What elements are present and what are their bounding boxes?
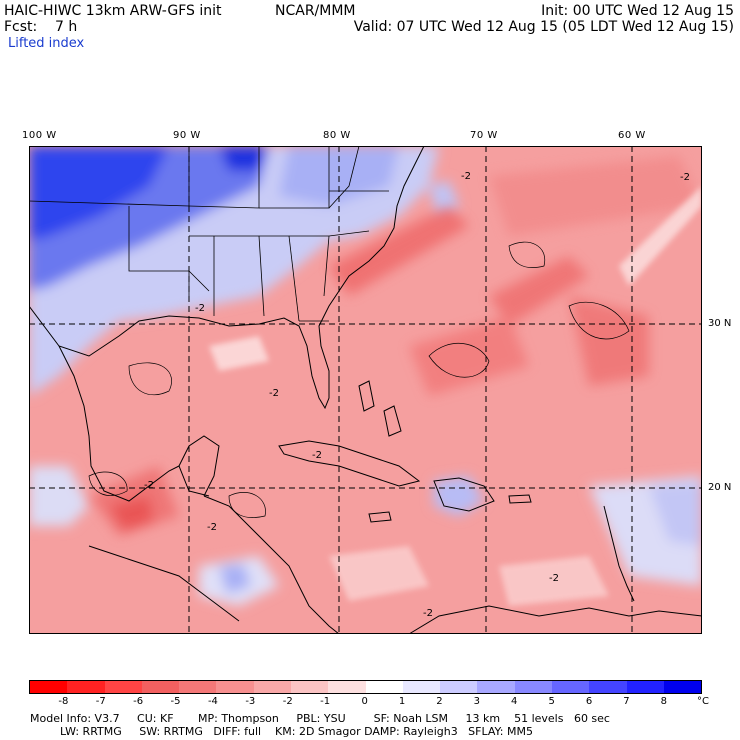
- legend-swatch: [141, 681, 180, 693]
- legend-swatch: [626, 681, 664, 693]
- valid-time: Valid: 07 UTC Wed 12 Aug 15 (05 LDT Wed …: [353, 19, 734, 35]
- hispaniola: [433, 477, 495, 512]
- legend-tick-label: 5: [548, 696, 555, 707]
- legend-swatch: [402, 681, 441, 693]
- legend-tick-label: -4: [207, 696, 218, 707]
- legend-tick-label: -1: [320, 696, 331, 707]
- field-name: Lifted index: [8, 36, 85, 51]
- legend-swatch: [440, 681, 478, 693]
- legend-swatch: [477, 681, 515, 693]
- lat-lon-grid: [29, 146, 702, 634]
- legend-tick-label: -8: [58, 696, 69, 707]
- contour-label: -2: [144, 480, 154, 491]
- legend-swatch: [30, 681, 68, 693]
- color-legend-bar: [29, 680, 702, 694]
- model-info-line-2: LW: RRTMG SW: RRTMG DIFF: full KM: 2D Sm…: [60, 725, 533, 738]
- contour-label: -2: [312, 450, 322, 461]
- legend-tick-label: 3: [473, 696, 481, 707]
- forecast-hour: Fcst: 7 h: [4, 19, 78, 35]
- legend-swatch: [551, 681, 590, 693]
- contour-label: -2: [423, 608, 433, 619]
- lifted-index-map: -2 -2 -2 -2 -2 -2 -2 -2 -2: [29, 146, 702, 634]
- init-time: Init: 00 UTC Wed 12 Aug 15: [541, 3, 734, 19]
- stable-region-us: [29, 146, 702, 606]
- contour-label: -2: [680, 172, 690, 183]
- legend-swatch: [216, 681, 254, 693]
- lon-label-90w: 90 W: [173, 130, 201, 141]
- legend-swatch: [365, 681, 403, 693]
- contour-label: -2: [269, 388, 279, 399]
- lat-label-20n: 20 N: [708, 482, 732, 493]
- legend-tick-label: -5: [170, 696, 181, 707]
- lon-label-80w: 80 W: [323, 130, 351, 141]
- legend-swatch: [104, 681, 142, 693]
- contour-label: -2: [549, 573, 559, 584]
- mexico-coast: [58, 345, 210, 502]
- south-america-coast: [408, 605, 702, 634]
- us-gulf-coast: [29, 146, 425, 410]
- legend-unit: °C: [697, 696, 709, 707]
- lon-label-60w: 60 W: [618, 130, 646, 141]
- legend-tick-label: 6: [585, 696, 593, 707]
- contour-label: -2: [207, 522, 217, 533]
- legend-swatch: [589, 681, 627, 693]
- contour-label-group: -2 -2 -2 -2 -2 -2 -2 -2 -2: [144, 171, 690, 619]
- model-info-line-1: Model Info: V3.7 CU: KF MP: Thompson PBL…: [30, 712, 610, 725]
- legend-swatch: [514, 681, 552, 693]
- legend-tick-label: 2: [436, 696, 443, 707]
- legend-tick-label: 0: [361, 696, 368, 707]
- legend-swatch: [179, 681, 217, 693]
- model-title: HAIC-HIWC 13km ARW-GFS init: [4, 3, 222, 19]
- contour-label: -2: [195, 303, 205, 314]
- organization-label: NCAR/MMM: [275, 3, 356, 19]
- lat-label-30n: 30 N: [708, 318, 732, 329]
- legend-swatch: [328, 681, 366, 693]
- lon-label-100w: 100 W: [22, 130, 57, 141]
- pale-streaks: [209, 186, 702, 606]
- legend-swatch: [67, 681, 105, 693]
- legend-tick-label: 4: [511, 696, 518, 707]
- legend-swatch: [290, 681, 329, 693]
- legend-swatch: [663, 681, 702, 693]
- yucatan-coast: [178, 435, 220, 497]
- map-frame: [29, 146, 702, 634]
- legend-tick-label: 7: [623, 696, 630, 707]
- legend-tick-label: 8: [660, 696, 667, 707]
- lon-label-70w: 70 W: [470, 130, 498, 141]
- unstable-streaks: [89, 156, 702, 536]
- legend-tick-label: -2: [282, 696, 293, 707]
- legend-tick-label: 1: [398, 696, 406, 707]
- legend-tick-label: -3: [245, 696, 256, 707]
- legend-tick-label: -6: [133, 696, 144, 707]
- legend-swatch: [253, 681, 291, 693]
- legend-tick-label: -7: [95, 696, 106, 707]
- contour-label: -2: [461, 171, 471, 182]
- cuba: [278, 440, 421, 487]
